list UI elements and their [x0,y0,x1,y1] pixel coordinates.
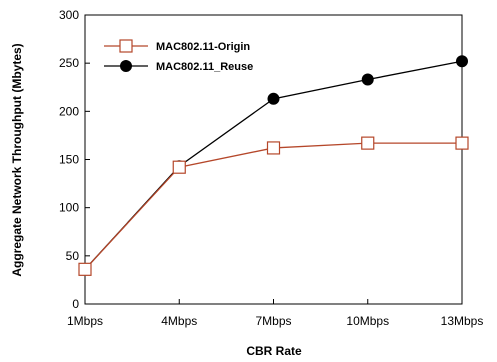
data-point [455,136,469,150]
y-tick-label: 250 [59,56,79,70]
x-tick-label: 1Mbps [67,314,103,328]
plot-frame [84,14,463,305]
series-1 [79,55,468,276]
legend-label: MAC802.11_Reuse [156,61,253,73]
y-tick-label: 150 [59,153,79,167]
x-axis-label: CBR Rate [246,344,302,358]
data-point [172,160,186,174]
x-tick-label: 4Mbps [161,314,197,328]
legend: MAC802.11-Origin MAC802.11_Reuse [104,39,253,73]
legend-item: MAC802.11-Origin [104,39,250,53]
x-tick-label: 13Mbps [441,314,484,328]
y-tick-label: 200 [59,104,79,118]
data-point [266,141,281,155]
y-axis-ticks: 0 50 100 150 200 250 300 [59,8,90,311]
series-line [84,60,463,270]
plot-border [84,14,463,305]
legend-marker [119,39,133,53]
series-line [84,142,462,270]
data-point [361,73,374,86]
x-tick-label: 10Mbps [346,314,389,328]
series-0 [78,136,469,276]
y-tick-label: 0 [72,297,79,311]
legend-item: MAC802.11_Reuse [104,60,253,73]
y-tick-label: 50 [66,249,80,263]
y-tick-label: 300 [59,8,79,22]
x-tick-label: 7Mbps [255,314,291,328]
series-layer [78,55,469,276]
data-point [456,55,468,68]
x-axis-ticks: 1Mbps 4Mbps 7Mbps 10Mbps 13Mbps [67,299,483,328]
data-point [78,262,92,276]
legend-marker [120,60,132,72]
data-point [361,136,375,150]
data-point [267,92,280,105]
y-axis-label: Aggregate Network Throughput (Mbytes) [10,43,24,276]
legend-label: MAC802.11-Origin [156,41,250,53]
y-tick-label: 100 [59,201,79,215]
